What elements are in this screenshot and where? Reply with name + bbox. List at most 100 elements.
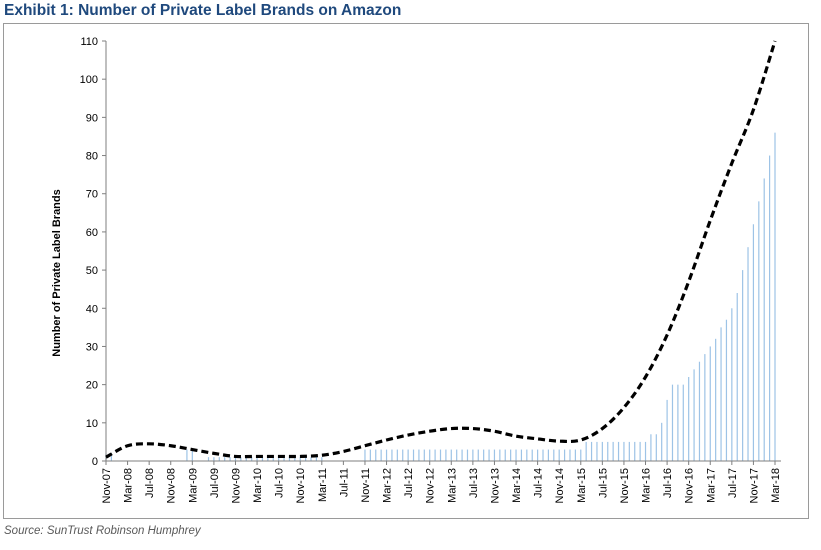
x-tick-label: Mar-12	[382, 468, 394, 503]
x-tick-label: Nov-16	[684, 468, 696, 503]
bar	[688, 377, 690, 461]
bar	[628, 441, 630, 461]
y-axis-label: Number of Private Label Brands	[51, 189, 63, 357]
bar	[617, 441, 620, 461]
trend-layer	[105, 40, 777, 459]
bar	[763, 178, 765, 461]
bar	[450, 449, 452, 461]
bar	[736, 293, 738, 461]
bar	[407, 449, 409, 461]
bar	[256, 457, 258, 461]
x-tick-label: Mar-17	[705, 468, 717, 503]
x-tick-label: Jul-16	[662, 468, 674, 498]
bar	[461, 449, 463, 461]
bar	[364, 449, 366, 461]
bar	[682, 384, 684, 461]
x-tick-label: Jul-12	[403, 468, 415, 498]
x-tick-label: Mar-16	[641, 468, 653, 503]
bar	[758, 201, 760, 462]
y-tick-label: 10	[86, 418, 98, 430]
bar	[466, 449, 469, 461]
bar	[283, 457, 285, 461]
y-tick-label: 40	[86, 303, 98, 315]
y-tick-label: 50	[86, 265, 98, 277]
bar	[661, 422, 663, 461]
bar	[245, 457, 247, 461]
y-tick-label: 60	[86, 227, 98, 239]
chart-frame: 0 10 20 30 40 50 60 70 80 90 100 110 Nov-07 Mar-08 Jul…	[3, 23, 809, 519]
x-tick-label: Nov-15	[619, 468, 631, 503]
bar	[310, 457, 312, 461]
x-tick-label: Mar-09	[187, 468, 199, 503]
x-tick-label: Nov-17	[748, 468, 760, 503]
bar	[558, 449, 560, 461]
bar	[655, 434, 657, 461]
bar	[418, 449, 420, 461]
bar	[493, 449, 496, 461]
bar	[623, 441, 625, 461]
bar	[369, 449, 371, 461]
bar	[472, 449, 474, 461]
bar	[315, 457, 318, 461]
bar	[542, 449, 544, 461]
exhibit-title: Exhibit 1: Number of Private Label Brand…	[4, 2, 402, 19]
x-tick-label: Jul-17	[727, 468, 739, 498]
x-tick-label: Jul-08	[144, 468, 156, 498]
x-tick-label: Jul-14	[533, 468, 545, 498]
bar	[644, 441, 647, 461]
source-note: Source: SunTrust Robinson Humphrey	[4, 525, 201, 537]
x-tick-label: Nov-07	[101, 468, 113, 503]
bar	[666, 399, 668, 461]
y-tick-label: 90	[86, 112, 98, 124]
bar	[213, 457, 215, 461]
y-tick-label: 30	[86, 341, 98, 353]
bar	[639, 441, 641, 461]
bar	[321, 457, 323, 461]
bar	[483, 449, 485, 461]
bar	[515, 449, 517, 461]
x-tick-label: Nov-14	[554, 468, 566, 503]
bar	[574, 449, 576, 461]
bar	[747, 247, 749, 461]
x-tick-label: Nov-10	[295, 468, 307, 503]
bar	[499, 449, 501, 461]
bar	[650, 434, 652, 461]
x-tick-label: Nov-13	[489, 468, 501, 503]
bar	[607, 441, 609, 461]
bar	[709, 346, 711, 461]
x-tick-label: Mar-18	[770, 468, 782, 503]
bar	[396, 449, 398, 461]
bar	[563, 449, 566, 461]
bar	[294, 457, 296, 461]
x-tick-label: Jul-13	[468, 468, 480, 498]
bar	[299, 457, 301, 461]
bar	[634, 441, 636, 461]
trend-line	[105, 40, 777, 459]
bar	[725, 319, 728, 461]
y-tick-label: 110	[80, 36, 98, 48]
bar	[504, 449, 506, 461]
bar	[580, 449, 582, 461]
bar	[456, 449, 458, 461]
x-tick-label: Mar-15	[576, 468, 588, 503]
bar	[531, 449, 533, 461]
y-tick-label: 0	[92, 456, 98, 468]
bar	[186, 449, 188, 461]
x-tick-label: Mar-13	[446, 468, 458, 503]
bar	[677, 384, 679, 461]
bar	[553, 449, 555, 461]
x-tick-label: Jul-09	[209, 468, 221, 498]
bar	[671, 384, 674, 461]
x-tick-label: Nov-12	[425, 468, 437, 503]
y-tick-label: 100	[80, 74, 98, 86]
bar	[267, 457, 269, 461]
bar	[537, 449, 539, 461]
bar	[477, 449, 479, 461]
bar	[774, 132, 776, 461]
x-tick-label: Mar-14	[511, 468, 523, 503]
bar	[601, 441, 603, 461]
x-tick-label: Jul-11	[338, 468, 350, 497]
bar	[429, 449, 431, 461]
bar	[251, 457, 253, 461]
bar	[547, 449, 549, 461]
